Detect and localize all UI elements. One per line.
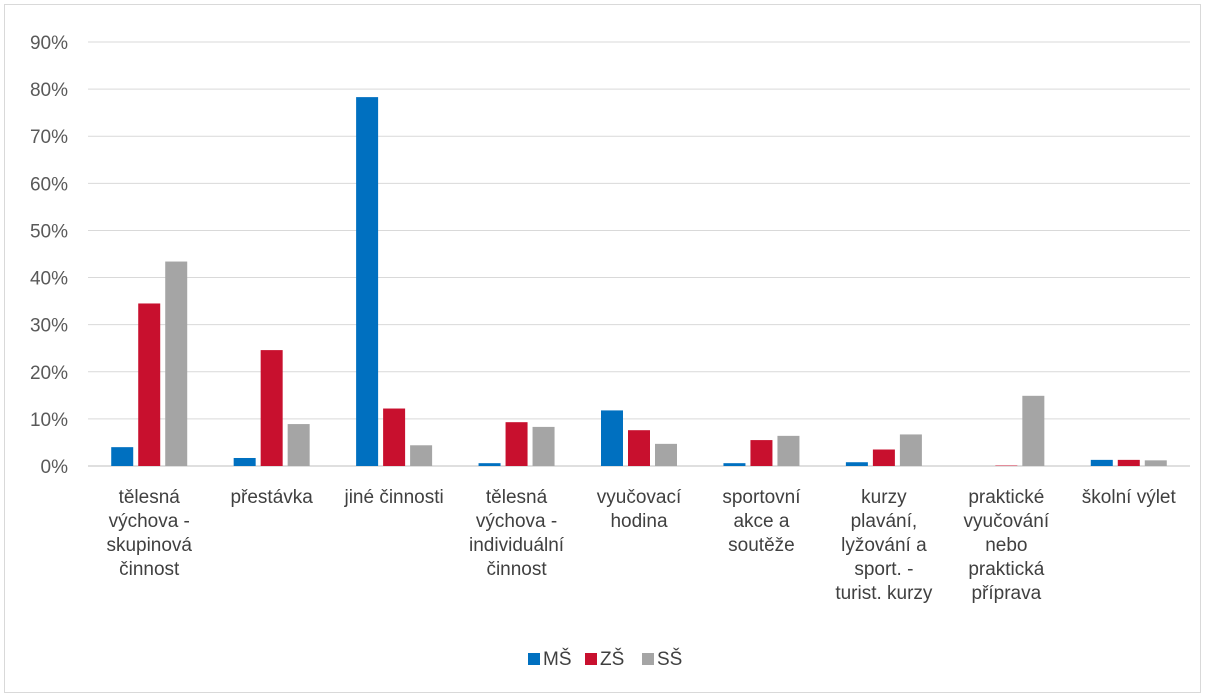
bar-SŠ-0 [165, 261, 188, 466]
bar-ZŠ-4 [628, 430, 650, 466]
x-category-label: přestávka [230, 487, 313, 508]
x-category-label: kurzy plavání, lyžování a sport. -turist. k… [835, 487, 933, 604]
legend-swatch-SŠ [642, 653, 654, 665]
bar-ZŠ-0 [138, 303, 161, 466]
bar-SŠ-6 [899, 434, 922, 466]
y-axis: 0% 10% 20% 30% 40% 50% 60% 70% 80% 90% [30, 33, 68, 478]
y-tick-label: 0% [41, 457, 69, 478]
legend-label: ZŠ [600, 648, 624, 670]
legend: MŠ ZŠ SŠ [528, 648, 682, 670]
bar-SŠ-7 [1022, 395, 1045, 466]
x-axis: tělesná výchova -skupinová činnost přestávk… [106, 487, 1176, 604]
bar-SŠ-1 [287, 424, 310, 466]
bar-ZŠ-1 [260, 350, 283, 466]
bars [111, 97, 1167, 467]
bar-SŠ-4 [655, 443, 677, 466]
bar-MŠ-2 [356, 97, 379, 467]
legend-label: SŠ [657, 648, 682, 670]
y-tick-label: 80% [30, 80, 68, 101]
legend-swatch-ZŠ [585, 653, 597, 665]
y-tick-label: 30% [30, 316, 68, 337]
x-category-label: tělesná výchova -skupinová činnost [106, 487, 192, 580]
bar-MŠ-0 [111, 447, 134, 466]
bar-ZŠ-3 [505, 422, 528, 466]
bar-MŠ-5 [723, 463, 746, 466]
bar-MŠ-6 [845, 462, 868, 466]
bar-ZŠ-8 [1117, 459, 1140, 466]
x-category-label: sportovní akce a soutěže [722, 487, 801, 556]
bar-SŠ-2 [410, 445, 433, 466]
y-tick-label: 90% [30, 33, 68, 54]
x-category-label: vyučovací hodina [597, 487, 682, 532]
x-category-label: praktické vyučování nebo praktická příprava [964, 487, 1050, 604]
bar-MŠ-4 [601, 410, 623, 466]
legend-label: MŠ [543, 648, 572, 670]
y-tick-label: 50% [30, 221, 68, 242]
y-tick-label: 20% [30, 363, 68, 384]
bar-SŠ-5 [777, 435, 800, 466]
bar-ZŠ-2 [383, 408, 406, 466]
bar-MŠ-8 [1090, 459, 1113, 466]
bar-SŠ-8 [1144, 460, 1167, 466]
bar-ZŠ-5 [750, 440, 773, 466]
bar-ZŠ-6 [872, 449, 895, 466]
bar-SŠ-3 [532, 426, 555, 466]
y-tick-label: 10% [30, 410, 68, 431]
chart-frame [4, 4, 1201, 693]
x-category-label: školní výlet [1082, 487, 1177, 508]
legend-swatch-MŠ [528, 653, 540, 665]
bar-MŠ-1 [233, 457, 256, 466]
x-category-label: tělesná výchova -individuální činnost [469, 487, 565, 580]
y-tick-label: 60% [30, 174, 68, 195]
y-tick-label: 40% [30, 269, 68, 290]
bar-MŠ-3 [478, 463, 501, 466]
y-tick-label: 70% [30, 127, 68, 148]
x-category-label: jiné činnosti [343, 487, 443, 508]
